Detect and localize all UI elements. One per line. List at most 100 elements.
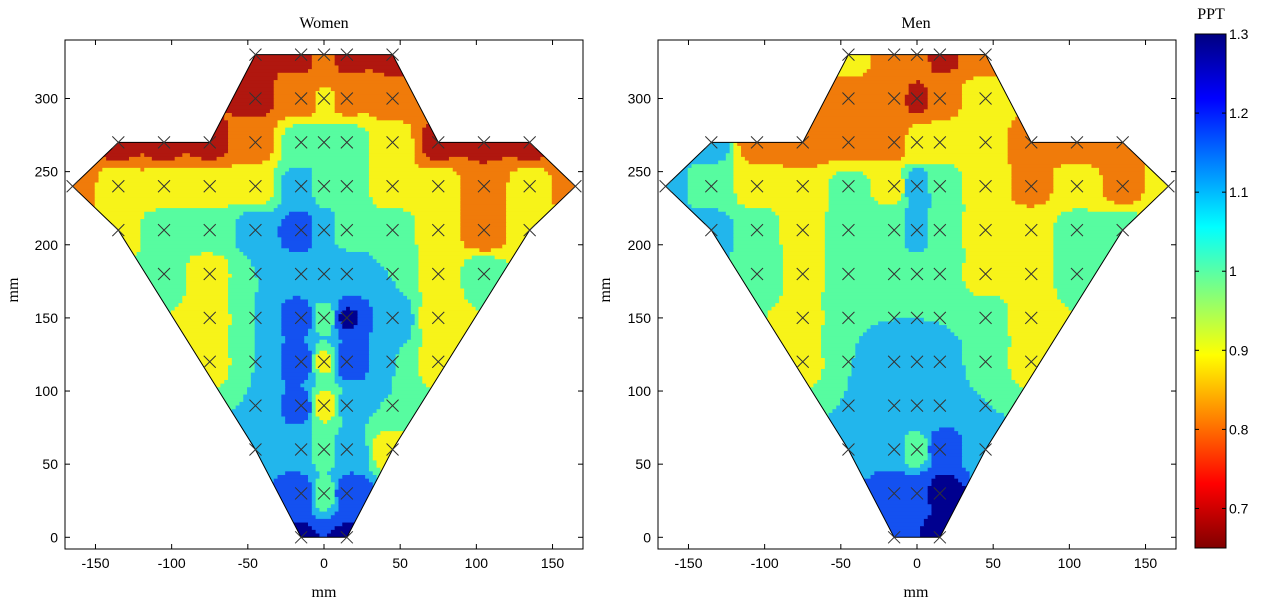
measurement-point-marker (887, 311, 901, 325)
measurement-point-marker (887, 179, 901, 193)
measurement-point-marker (842, 399, 855, 413)
measurement-point-marker (340, 92, 354, 105)
y-tick-label: 0 (50, 529, 58, 545)
measurement-point-marker (157, 223, 171, 237)
measurement-point-marker (910, 179, 924, 193)
y-tick-label: 50 (635, 456, 651, 472)
measurement-point-marker (933, 267, 947, 281)
measurement-point-marker (477, 223, 491, 237)
x-tick-label: -150 (81, 555, 109, 571)
measurement-point-marker (294, 311, 308, 325)
measurement-point-marker (157, 179, 171, 193)
measurement-point-marker (317, 267, 331, 281)
colorbar-tick-label: 0.8 (1229, 421, 1249, 437)
measurement-point-marker (317, 223, 331, 237)
measurement-point-marker (842, 136, 855, 149)
y-tick-label: 300 (628, 91, 652, 107)
x-tick-label: 100 (465, 555, 489, 571)
measurement-point-marker (1024, 136, 1038, 149)
measurement-point-marker (249, 267, 262, 281)
measurement-point-marker (249, 92, 262, 105)
measurement-point-marker (317, 355, 331, 369)
measurement-point-marker (796, 355, 810, 369)
measurement-point-marker (842, 179, 855, 193)
measurement-point-marker (979, 443, 992, 456)
measurement-point-marker (431, 311, 445, 325)
measurement-point-marker (431, 223, 445, 237)
measurement-point-marker (294, 48, 308, 61)
measurement-point-marker (157, 136, 171, 149)
measurement-point-marker (294, 530, 308, 544)
measurement-point-marker (796, 311, 810, 325)
measurement-point-marker (317, 311, 331, 325)
measurement-point-marker (386, 92, 399, 105)
measurement-point-marker (294, 92, 308, 105)
x-tick-label: 150 (1134, 555, 1158, 571)
measurement-point-marker (523, 136, 537, 149)
measurement-point-marker (317, 443, 331, 456)
measurement-point-marker (704, 136, 718, 149)
measurement-point-marker (750, 267, 764, 281)
measurement-point-marker (796, 223, 810, 237)
measurement-point-marker (477, 267, 491, 281)
measurement-point-marker (386, 311, 399, 325)
measurement-point-marker (317, 487, 331, 500)
measurement-point-marker (887, 92, 901, 105)
measurement-point-marker (704, 179, 718, 193)
y-tick-label: 50 (42, 456, 58, 472)
measurement-point-marker (887, 530, 901, 544)
colorbar-tick-label: 1.1 (1229, 184, 1249, 200)
colorbar-tick-label: 1.2 (1229, 105, 1249, 121)
measurement-point-marker (910, 267, 924, 281)
measurement-point-marker (340, 399, 354, 413)
measurement-point-marker (386, 179, 399, 193)
measurement-point-marker (659, 179, 672, 193)
measurement-point-marker (979, 179, 992, 193)
measurement-point-marker (386, 355, 399, 369)
panel-women: Women -150 -100 -50 0 50 100 150 0 50 100 150 200 25… (5, 15, 584, 601)
measurement-point-marker (933, 92, 947, 105)
measurement-point-marker (979, 92, 992, 105)
measurement-point-marker (979, 267, 992, 281)
measurement-point-marker (1116, 223, 1130, 237)
measurement-point-marker (796, 179, 810, 193)
x-tick-label: 0 (320, 555, 328, 571)
colorbar-tick-label: 1 (1229, 263, 1237, 279)
measurement-point-marker (842, 355, 855, 369)
measurement-point-marker (1024, 179, 1038, 193)
x-tick-label: -100 (751, 555, 779, 571)
measurement-point-marker (842, 311, 855, 325)
measurement-point-marker (933, 48, 947, 61)
measurement-point-marker (340, 48, 354, 61)
measurement-point-marker (887, 487, 901, 500)
measurement-point-marker (1024, 355, 1038, 369)
measurement-point-marker (1070, 267, 1084, 281)
measurement-point-marker (386, 399, 399, 413)
y-tick-label: 100 (35, 383, 59, 399)
measurement-point-marker (887, 443, 901, 456)
measurement-point-marker (431, 355, 445, 369)
measurement-point-marker (294, 179, 308, 193)
measurement-point-marker (294, 136, 308, 149)
y-axis-label-men: mm (597, 277, 614, 302)
x-tick-label: -150 (674, 555, 702, 571)
measurement-point-marker (431, 136, 445, 149)
measurement-point-marker (933, 136, 947, 149)
measurement-point-marker (887, 48, 901, 61)
measurement-point-marker (796, 267, 810, 281)
panel-title-women: Women (299, 15, 348, 32)
measurement-point-marker (842, 92, 855, 105)
measurement-point-marker (431, 179, 445, 193)
measurement-point-marker (249, 443, 262, 456)
measurement-point-marker (317, 136, 331, 149)
measurement-point-marker (750, 223, 764, 237)
x-axis-label-men: mm (904, 584, 929, 601)
colorbar-tick-label: 0.7 (1229, 500, 1249, 516)
measurement-point-marker (203, 223, 217, 237)
panel-title-men: Men (901, 15, 930, 32)
measurement-point-marker (933, 530, 947, 544)
measurement-point-marker (249, 311, 262, 325)
measurement-point-marker (249, 399, 262, 413)
measurement-point-marker (887, 223, 901, 237)
measurement-point-marker (523, 223, 537, 237)
